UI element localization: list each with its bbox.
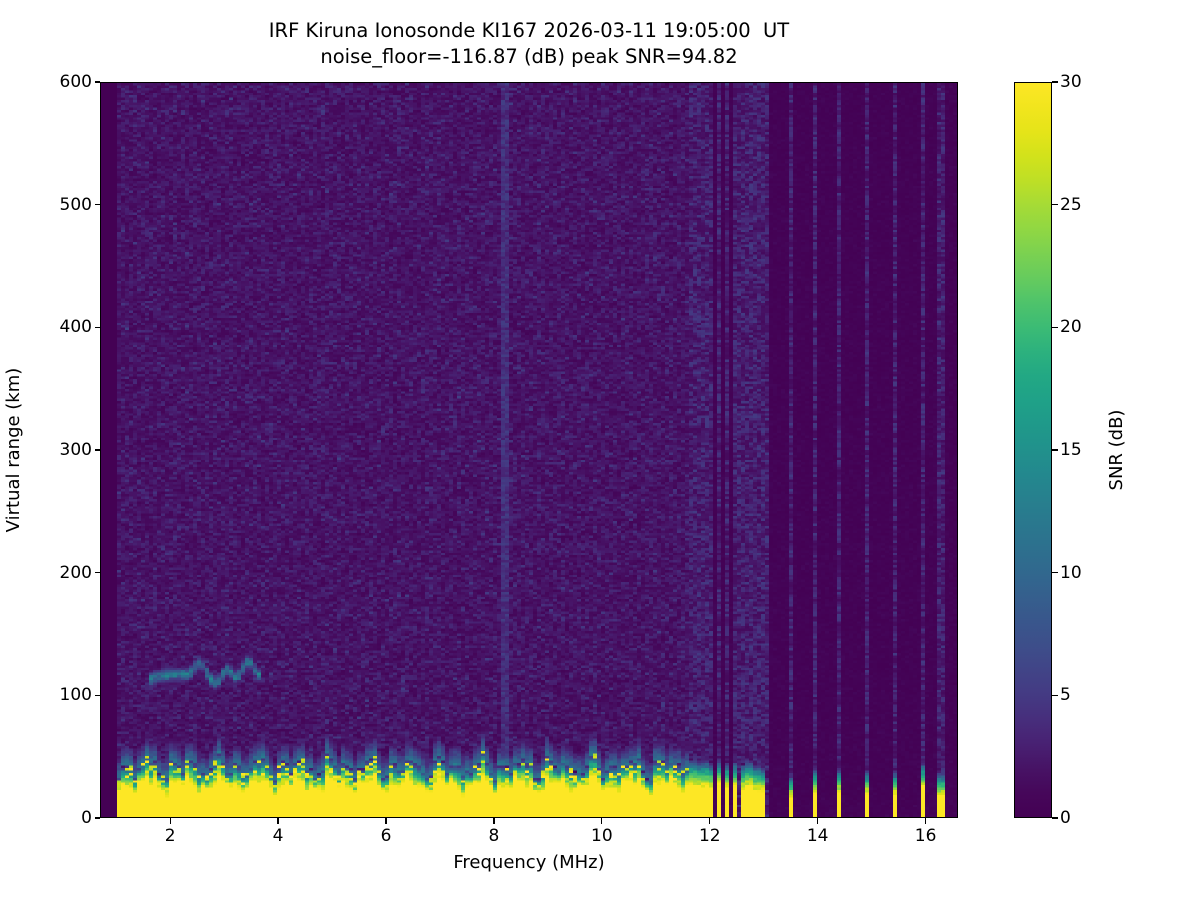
- y-tick-mark: [94, 449, 100, 451]
- colorbar-title: SNR (dB): [1106, 409, 1127, 491]
- x-axis-tick-labels: 2 4 6 8 10 12 14 16: [100, 818, 958, 858]
- colorbar-tick-label: 5: [1060, 685, 1071, 706]
- x-tick-mark: [709, 818, 711, 824]
- heatmap-canvas: [101, 83, 957, 817]
- y-tick-label: 500: [59, 194, 92, 215]
- colorbar-tick-label: 15: [1060, 440, 1082, 460]
- x-tick-mark: [925, 818, 927, 824]
- y-tick-mark: [94, 81, 100, 83]
- x-tick-label: 2: [164, 826, 176, 846]
- y-tick-label: 600: [59, 72, 92, 92]
- x-tick-label: 4: [272, 826, 284, 846]
- x-tick-mark: [385, 818, 387, 824]
- title-line-2: noise_floor=-116.87 (dB) peak SNR=94.82: [320, 44, 738, 68]
- colorbar-tick-mark: [1052, 572, 1058, 574]
- ionogram-plot-area[interactable]: [100, 82, 958, 818]
- x-tick-label: 14: [806, 826, 829, 846]
- colorbar-tick-mark: [1052, 694, 1058, 696]
- ionogram-heatmap: [101, 83, 957, 817]
- x-tick-label: 12: [698, 826, 721, 846]
- y-axis-tick-labels: 0 100 200 300 400 500 600: [0, 72, 92, 828]
- title-line-1: IRF Kiruna Ionosonde KI167 2026-03-11 19…: [268, 19, 790, 42]
- figure-title: IRF Kiruna Ionosonde KI167 2026-03-11 19…: [0, 18, 1058, 69]
- y-tick-label: 400: [59, 317, 92, 338]
- colorbar-tick-label: 0: [1060, 808, 1071, 828]
- x-tick-mark: [277, 818, 279, 824]
- x-tick-label: 8: [488, 826, 500, 846]
- y-tick-label: 0: [81, 808, 92, 828]
- colorbar[interactable]: [1014, 82, 1052, 818]
- x-tick-label: 6: [380, 826, 392, 846]
- y-tick-mark: [94, 694, 100, 696]
- x-tick-mark: [817, 818, 819, 824]
- colorbar-tick-mark: [1052, 204, 1058, 206]
- x-axis-title: Frequency (MHz): [453, 852, 605, 873]
- x-tick-mark: [493, 818, 495, 824]
- y-axis-title: Virtual range (km): [3, 367, 24, 533]
- colorbar-tick-label: 30: [1060, 72, 1082, 92]
- colorbar-tick-label: 25: [1060, 194, 1082, 215]
- y-tick-mark: [94, 572, 100, 574]
- colorbar-tick-mark: [1052, 81, 1058, 83]
- y-tick-mark: [94, 326, 100, 328]
- colorbar-tick-mark: [1052, 449, 1058, 451]
- y-tick-mark: [94, 204, 100, 206]
- colorbar-tick-mark: [1052, 326, 1058, 328]
- colorbar-tick-mark: [1052, 817, 1058, 819]
- y-tick-label: 300: [59, 440, 92, 460]
- colorbar-tick-label: 10: [1060, 562, 1082, 583]
- y-tick-mark: [94, 817, 100, 819]
- x-tick-mark: [169, 818, 171, 824]
- x-tick-label: 16: [914, 826, 937, 846]
- y-tick-label: 100: [59, 685, 92, 706]
- x-tick-mark: [601, 818, 603, 824]
- y-tick-label: 200: [59, 562, 92, 583]
- colorbar-tick-label: 20: [1060, 317, 1082, 338]
- x-tick-label: 10: [591, 826, 613, 846]
